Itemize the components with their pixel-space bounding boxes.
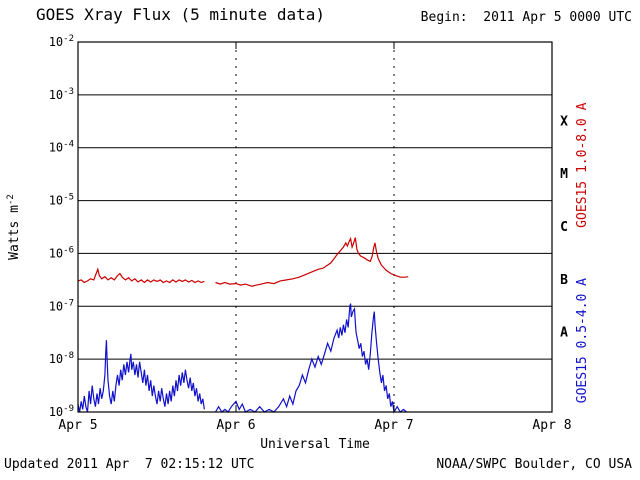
flare-class-label: M xyxy=(560,167,568,182)
flare-class-label: B xyxy=(560,273,568,288)
series-line-goes15-long xyxy=(77,267,205,284)
x-tick-label: Apr 5 xyxy=(58,418,97,433)
y-tick-label: 10-5 xyxy=(49,193,74,208)
y-tick-label: 10-7 xyxy=(49,298,74,313)
y-tick-label: 10-4 xyxy=(49,140,74,155)
y-tick-label: 10-2 xyxy=(49,34,74,49)
flare-class-label: X xyxy=(560,114,568,129)
source-label: NOAA/SWPC Boulder, CO USA xyxy=(436,457,632,472)
flare-class-label: A xyxy=(560,326,568,341)
series-line-goes15-short xyxy=(214,303,407,414)
series-axis-label-goes15-long: GOES15 1.0-8.0 A xyxy=(575,102,590,227)
series-axis-label-goes15-short: GOES15 0.5-4.0 A xyxy=(575,278,590,403)
plot-border xyxy=(77,41,553,413)
begin-label: Begin: 2011 Apr 5 0000 UTC xyxy=(420,10,632,25)
y-tick-label: 10-8 xyxy=(49,351,74,366)
x-tick-label: Apr 7 xyxy=(374,418,413,433)
y-tick-label: 10-3 xyxy=(49,87,74,102)
updated-label: Updated 2011 Apr 7 02:15:12 UTC xyxy=(4,457,255,472)
x-tick-label: Apr 6 xyxy=(216,418,255,433)
y-tick-label: 10-9 xyxy=(49,404,74,419)
y-axis-title-exponent: -2 xyxy=(5,194,16,206)
series-line-goes15-long xyxy=(215,236,409,287)
x-tick-label: Apr 8 xyxy=(532,418,571,433)
flare-class-label: C xyxy=(560,220,568,235)
y-axis-title: Watts m-2 xyxy=(6,194,22,260)
y-axis-title-base: Watts m xyxy=(7,205,23,260)
y-tick-label: 10-6 xyxy=(49,245,74,260)
series-line-goes15-short xyxy=(77,340,205,413)
x-axis-title: Universal Time xyxy=(260,437,370,452)
chart-title: GOES Xray Flux (5 minute data) xyxy=(36,5,325,24)
